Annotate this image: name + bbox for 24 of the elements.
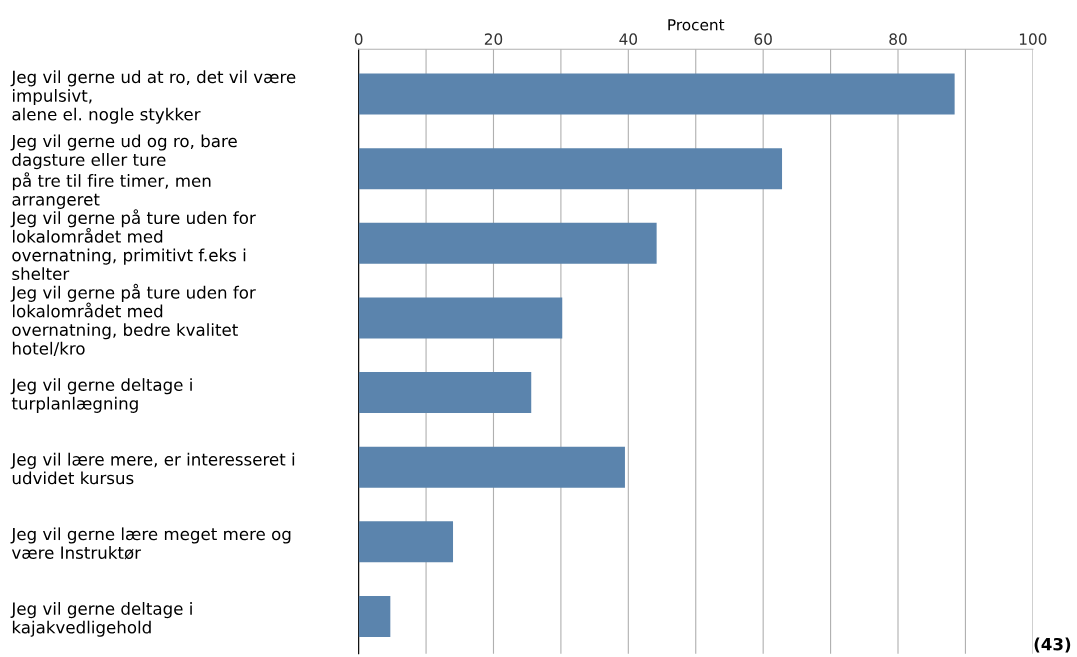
bar	[358, 222, 657, 264]
x-tick-label: 100	[1019, 33, 1047, 45]
bar	[358, 297, 563, 339]
x-tick-label: 40	[619, 33, 638, 45]
y-tick-label: Jeg vil lære mere, er interesseret i udvidet kursus	[10, 452, 295, 485]
bar	[358, 521, 454, 563]
x-axis-title: Procent	[668, 19, 725, 31]
x-tick-label: 80	[889, 33, 907, 45]
y-tick-label: Jeg vil gerne deltage i turplanlægning	[10, 378, 192, 413]
bar	[358, 372, 532, 414]
y-tick-label: Jeg vil gerne deltage i kajakvedligehold	[10, 602, 192, 637]
y-tick-label: Jeg vil gerne lære meget mere og være Instruktør	[10, 527, 291, 560]
y-tick-label: Jeg vil gerne på ture uden for lokalområdet med overnatning, bedre kvalitet hotel/kro	[10, 283, 256, 357]
bar	[358, 73, 955, 115]
bar	[358, 595, 391, 637]
bar	[358, 148, 783, 190]
bar	[358, 446, 625, 488]
x-tick-label: 60	[754, 33, 772, 45]
x-tick-label: 20	[484, 33, 503, 45]
x-tick-label: 0	[354, 33, 363, 45]
y-tick-label: Jeg vil gerne ud og ro, bare dagsture eller ture på tre til fire timer, men arrangeret	[10, 134, 237, 209]
y-tick-label: Jeg vil gerne ud at ro, det vil være impulsivt, alene el. nogle stykker	[10, 70, 296, 124]
y-tick-label: Jeg vil gerne på ture uden for lokalområdet med overnatning, primitivt f.eks i shelter	[10, 209, 256, 281]
text: (43)	[1034, 637, 1071, 653]
